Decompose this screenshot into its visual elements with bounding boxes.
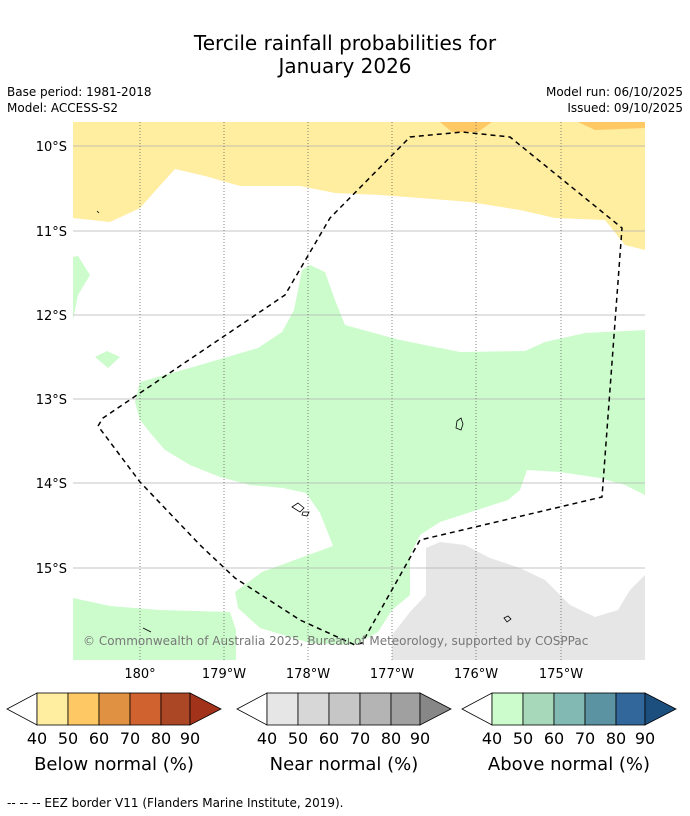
colorbar-tick: 40 — [257, 729, 277, 748]
above-normal-region-west — [73, 256, 90, 320]
colorbar-under-arrow — [461, 692, 493, 726]
eez-border — [97, 131, 623, 646]
lat-label: 10°S — [36, 140, 67, 155]
lon-label: 180° — [124, 667, 155, 682]
colorbar-tick: 70 — [575, 729, 595, 748]
colorbar-over-arrow — [644, 692, 677, 726]
colorbar-near: 40 50 60 70 80 90 Near normal (%) — [236, 692, 452, 775]
colorbar-tick: 60 — [319, 729, 339, 748]
below-normal-region-50 — [440, 122, 492, 132]
colorbar-swatch — [328, 692, 361, 726]
colorbar-tick: 90 — [180, 729, 200, 748]
island — [291, 502, 305, 513]
colorbar-tick: 90 — [635, 729, 655, 748]
below-normal-region — [73, 122, 645, 250]
lat-label: 11°S — [36, 225, 67, 240]
longitude-labels: 180° 179°W 178°W 177°W 176°W 175°W — [124, 667, 583, 682]
map-figure: © Commonwealth of Australia 2025, Bureau… — [6, 122, 677, 775]
meta-left: Base period: 1981-2018 Model: ACCESS-S2 — [7, 84, 152, 116]
colorbar-swatch — [297, 692, 330, 726]
colorbar-swatch — [491, 692, 524, 726]
colorbar-swatch — [615, 692, 646, 726]
colorbar-swatch — [553, 692, 586, 726]
colorbar-tick: 90 — [410, 729, 430, 748]
above-normal-region — [135, 265, 645, 645]
colorbar-tick: 50 — [58, 729, 78, 748]
below-normal-region-50-east — [578, 122, 645, 130]
lon-label: 177°W — [370, 667, 414, 682]
island — [503, 615, 512, 623]
colorbar-title: Below normal (%) — [34, 754, 194, 775]
above-normal-region-southwest — [73, 598, 236, 660]
colorbar-swatch — [129, 692, 162, 726]
lat-label: 15°S — [36, 562, 67, 577]
colorbar-under-arrow — [6, 692, 38, 726]
above-normal-region-islet — [95, 351, 120, 368]
colorbar-tick: 60 — [89, 729, 109, 748]
colorbar-title: Near normal (%) — [270, 754, 419, 775]
colorbar-tick: 80 — [381, 729, 401, 748]
colorbar-swatch — [36, 692, 69, 726]
island — [301, 511, 310, 517]
lat-label: 12°S — [36, 309, 67, 324]
colorbar-below: 40 50 60 70 80 90 Below normal (%) — [6, 692, 222, 775]
map-area: © Commonwealth of Australia 2025, Bureau… — [73, 122, 645, 660]
colorbar-tick: 60 — [544, 729, 564, 748]
island — [142, 627, 152, 633]
colorbar-swatch — [98, 692, 131, 726]
lon-label: 178°W — [286, 667, 330, 682]
colorbar-above: 40 50 60 70 80 90 Above normal (%) — [461, 692, 677, 775]
eez-footnote: -- -- -- EEZ border V11 (Flanders Marine… — [7, 796, 344, 810]
island — [96, 210, 100, 214]
lon-label: 176°W — [454, 667, 498, 682]
colorbar-tick: 40 — [482, 729, 502, 748]
base-period: Base period: 1981-2018 — [7, 85, 152, 99]
island — [455, 417, 464, 431]
copyright-text: © Commonwealth of Australia 2025, Bureau… — [83, 634, 588, 648]
colorbar-tick: 80 — [606, 729, 626, 748]
colorbar-swatch — [67, 692, 100, 726]
meta-right: Model run: 06/10/2025 Issued: 09/10/2025 — [546, 84, 683, 116]
colorbar-under-arrow — [236, 692, 268, 726]
colorbar-swatch — [266, 692, 299, 726]
colorbar-swatch — [522, 692, 555, 726]
colorbar-tick: 40 — [27, 729, 47, 748]
title-line-1: Tercile rainfall probabilities for — [193, 31, 497, 55]
title-line-2: January 2026 — [278, 54, 412, 78]
chart-title: Tercile rainfall probabilities for Janua… — [0, 32, 690, 78]
colorbar-tick: 80 — [151, 729, 171, 748]
lat-label: 14°S — [36, 477, 67, 492]
colorbar-tick: 50 — [513, 729, 533, 748]
near-normal-region — [392, 542, 645, 660]
colorbar-swatch — [390, 692, 421, 726]
latitude-gridlines — [73, 145, 645, 569]
lon-label: 175°W — [539, 667, 583, 682]
colorbar-title: Above normal (%) — [488, 754, 650, 775]
colorbar-over-arrow — [419, 692, 452, 726]
colorbar-swatch — [160, 692, 191, 726]
colorbar-swatch — [584, 692, 617, 726]
colorbar-tick: 70 — [120, 729, 140, 748]
colorbar-over-arrow — [189, 692, 222, 726]
lon-label: 179°W — [202, 667, 246, 682]
issued-date: Issued: 09/10/2025 — [567, 101, 683, 115]
lat-label: 13°S — [36, 393, 67, 408]
latitude-labels: 10°S 11°S 12°S 13°S 14°S 15°S — [36, 140, 67, 577]
model-run: Model run: 06/10/2025 — [545, 85, 683, 99]
colorbar-tick: 50 — [288, 729, 308, 748]
colorbar-swatch — [359, 692, 392, 726]
model-name: Model: ACCESS-S2 — [7, 101, 119, 115]
colorbar-tick: 70 — [350, 729, 370, 748]
